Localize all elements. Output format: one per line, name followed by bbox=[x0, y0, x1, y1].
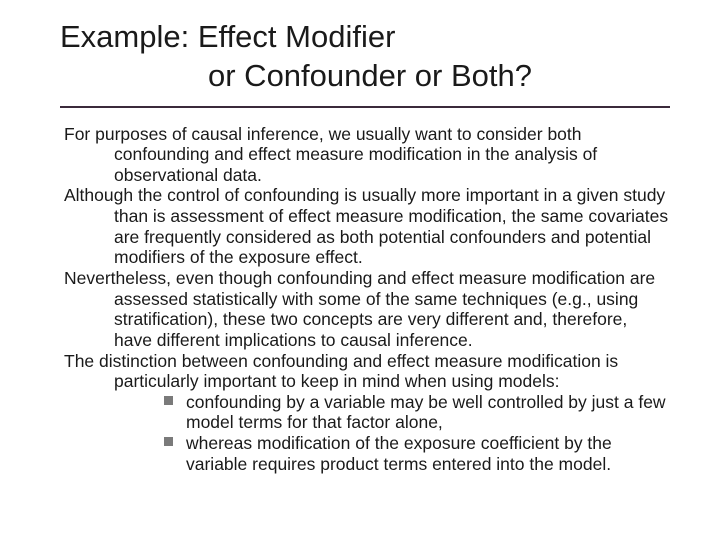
paragraph: The distinction between confounding and … bbox=[64, 351, 670, 392]
list-item-text: whereas modification of the exposure coe… bbox=[186, 433, 612, 474]
slide: Example: Effect Modifier or Confounder o… bbox=[0, 0, 720, 540]
paragraph: Nevertheless, even though confounding an… bbox=[64, 268, 670, 351]
title-line-1: Example: Effect Modifier bbox=[60, 18, 670, 57]
list-item: confounding by a variable may be well co… bbox=[164, 392, 670, 433]
title-block: Example: Effect Modifier or Confounder o… bbox=[60, 18, 670, 96]
list-item-text: confounding by a variable may be well co… bbox=[186, 392, 666, 433]
square-bullet-icon bbox=[164, 396, 173, 405]
paragraph: For purposes of causal inference, we usu… bbox=[64, 124, 670, 186]
body-text: For purposes of causal inference, we usu… bbox=[60, 124, 670, 475]
sublist: confounding by a variable may be well co… bbox=[64, 392, 670, 475]
square-bullet-icon bbox=[164, 437, 173, 446]
list-item: whereas modification of the exposure coe… bbox=[164, 433, 670, 474]
title-line-2: or Confounder or Both? bbox=[60, 57, 670, 96]
title-underline bbox=[60, 106, 670, 108]
paragraph: Although the control of confounding is u… bbox=[64, 185, 670, 268]
